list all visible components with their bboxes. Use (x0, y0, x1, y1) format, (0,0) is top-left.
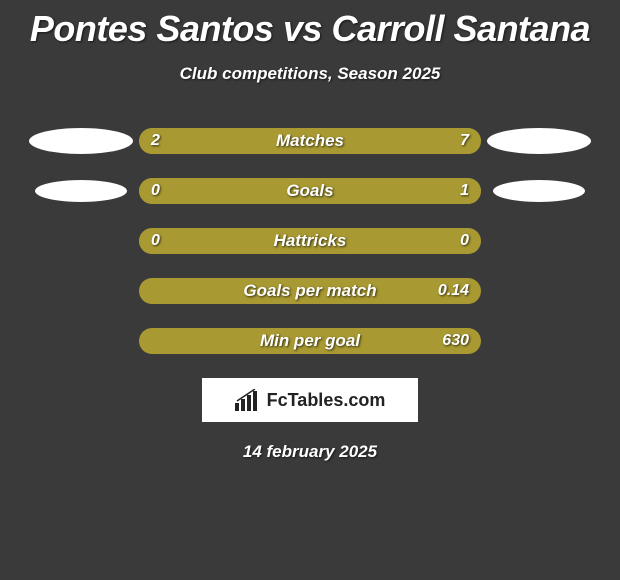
left-ellipse-slot (29, 180, 133, 202)
stats-rows: 2Matches70Goals10Hattricks0Goals per mat… (0, 128, 620, 354)
stat-label: Goals per match (139, 281, 481, 301)
stat-row: Goals per match0.14 (0, 278, 620, 304)
chart-icon (235, 389, 261, 411)
stat-bar: 0Hattricks0 (139, 228, 481, 254)
stat-right-value: 630 (442, 332, 469, 350)
stat-label: Min per goal (139, 331, 481, 351)
stat-row: 0Hattricks0 (0, 228, 620, 254)
left-ellipse-slot (29, 128, 133, 154)
stat-label: Goals (139, 181, 481, 201)
stat-bar: 0Goals1 (139, 178, 481, 204)
stat-bar: Min per goal630 (139, 328, 481, 354)
stat-bar: 2Matches7 (139, 128, 481, 154)
stat-right-value: 0.14 (438, 282, 469, 300)
left-ellipse (29, 128, 133, 154)
right-ellipse (493, 180, 585, 202)
stat-label: Hattricks (139, 231, 481, 251)
stat-right-value: 0 (460, 232, 469, 250)
stat-row: 2Matches7 (0, 128, 620, 154)
right-ellipse-slot (487, 180, 591, 202)
stat-label: Matches (139, 131, 481, 151)
brand-box: FcTables.com (202, 378, 418, 422)
stat-row: 0Goals1 (0, 178, 620, 204)
right-ellipse (487, 128, 591, 154)
page-title: Pontes Santos vs Carroll Santana (0, 0, 620, 50)
stat-bar: Goals per match0.14 (139, 278, 481, 304)
brand-text: FcTables.com (267, 390, 386, 411)
subtitle: Club competitions, Season 2025 (0, 64, 620, 84)
stat-right-value: 7 (460, 132, 469, 150)
right-ellipse-slot (487, 128, 591, 154)
left-ellipse (35, 180, 127, 202)
date-text: 14 february 2025 (0, 442, 620, 462)
stat-row: Min per goal630 (0, 328, 620, 354)
stat-right-value: 1 (460, 182, 469, 200)
